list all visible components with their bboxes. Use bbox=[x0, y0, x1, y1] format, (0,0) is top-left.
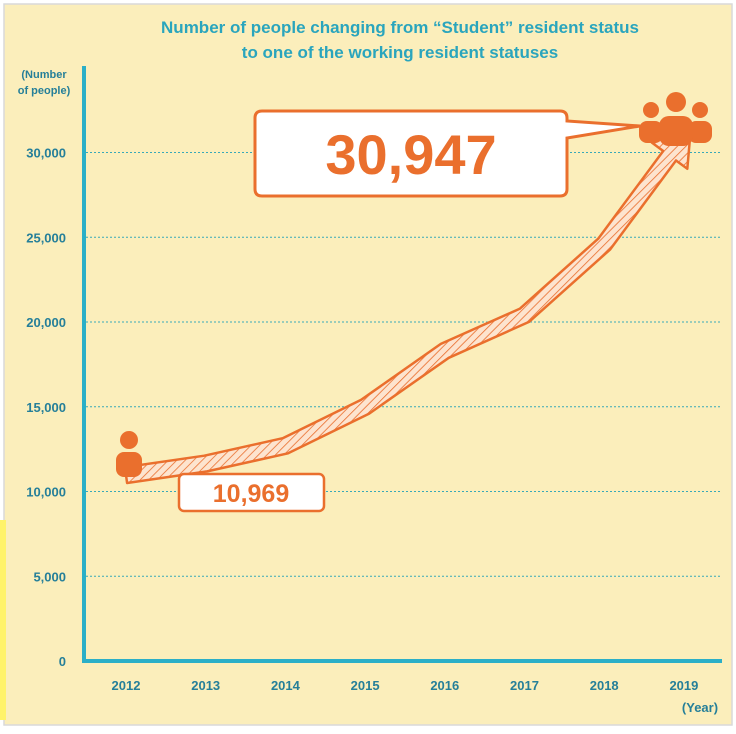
x-tick-label: 2016 bbox=[430, 678, 459, 693]
start-person-icon bbox=[116, 431, 142, 477]
end-people-group-icon bbox=[639, 92, 712, 146]
x-axis-label: (Year) bbox=[682, 700, 718, 715]
y-tick-label: 0 bbox=[59, 654, 66, 669]
x-tick-label: 2013 bbox=[191, 678, 220, 693]
y-tick-label: 20,000 bbox=[26, 315, 66, 330]
left-edge-highlight bbox=[0, 520, 6, 720]
end-value-label: 30,947 bbox=[325, 123, 496, 186]
y-tick-label: 25,000 bbox=[26, 230, 66, 245]
y-tick-labels: 0 5,000 10,000 15,000 20,000 25,000 30,000 bbox=[26, 146, 66, 670]
chart-title-line1: Number of people changing from “Student”… bbox=[161, 18, 639, 37]
y-tick-label: 10,000 bbox=[26, 485, 66, 500]
y-axis-label-line1: (Number bbox=[21, 69, 67, 81]
start-value-label: 10,969 bbox=[213, 480, 289, 508]
x-tick-label: 2015 bbox=[351, 678, 380, 693]
x-tick-label: 2018 bbox=[590, 678, 619, 693]
end-value-callout: 30,947 bbox=[253, 109, 641, 198]
y-axis-label-line2: of people) bbox=[18, 85, 71, 97]
y-tick-label: 5,000 bbox=[33, 569, 66, 584]
x-tick-label: 2012 bbox=[112, 678, 141, 693]
x-tick-label: 2017 bbox=[510, 678, 539, 693]
y-tick-label: 30,000 bbox=[26, 146, 66, 161]
chart-title-line2: to one of the working resident statuses bbox=[242, 43, 558, 62]
x-tick-label: 2014 bbox=[271, 678, 301, 693]
x-tick-label: 2019 bbox=[669, 678, 698, 693]
y-tick-label: 15,000 bbox=[26, 400, 66, 415]
x-tick-labels: 2012 2013 2014 2015 2016 2017 2018 2019 bbox=[112, 678, 699, 693]
start-value-callout: 10,969 bbox=[177, 472, 326, 513]
